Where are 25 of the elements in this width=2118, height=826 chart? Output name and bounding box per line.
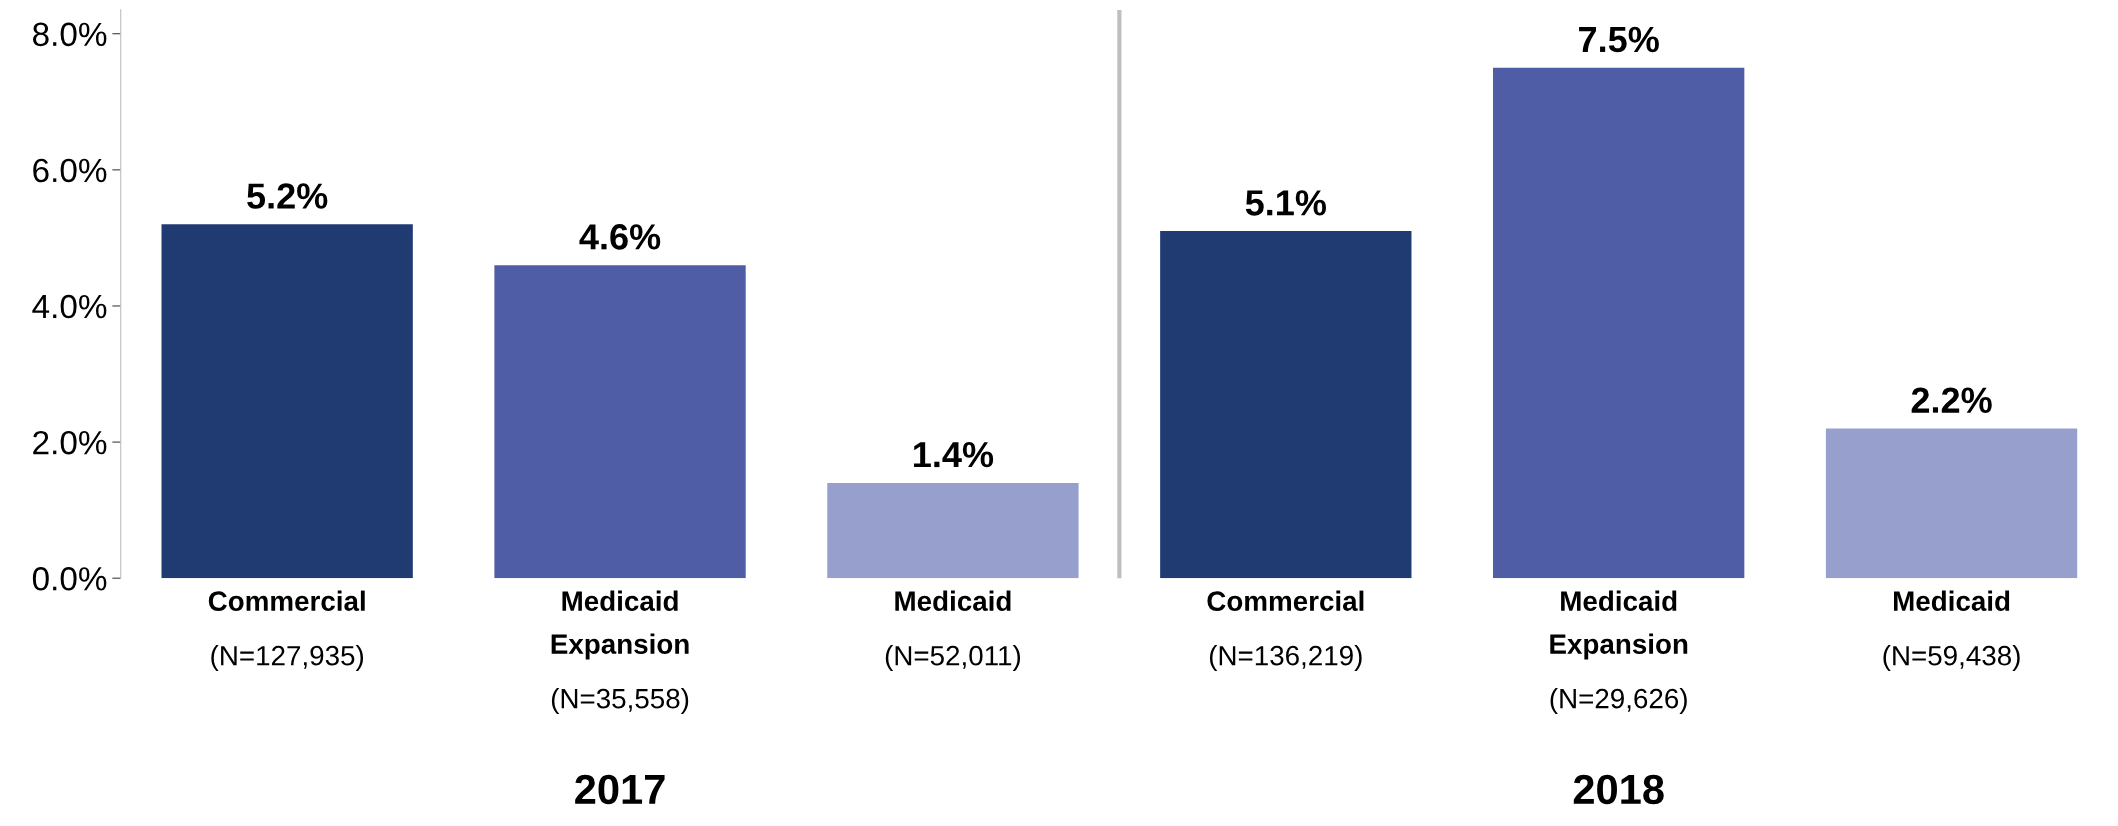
y-tick-label: 0.0%: [32, 567, 107, 591]
bar: [827, 482, 1079, 579]
bar: [494, 265, 746, 579]
category-label: Medicaid (N=52,011): [885, 590, 1021, 671]
data-label: 7.5%: [1579, 26, 1659, 53]
text: 2017: [575, 774, 665, 805]
category-label: Commercial (N=136,219): [1207, 590, 1364, 671]
data-label: 5.2%: [247, 183, 328, 209]
bar: [1160, 231, 1412, 579]
x-tick-label: Medicaid Expansion (N=29,626): [1550, 590, 1688, 714]
bar: [161, 224, 413, 579]
category-label: Commercial (N=127,935): [208, 590, 365, 671]
y-tick-label: 2.0%: [33, 430, 107, 455]
category-label: Medicaid (N=59,438): [1883, 590, 2020, 671]
y-tick-label: 4.0%: [32, 294, 107, 319]
bar: [1493, 67, 1745, 579]
data-label: 1.4%: [914, 441, 994, 468]
y-tick-label: 8.0%: [33, 22, 107, 47]
bar: [1825, 428, 2078, 579]
y-tick-label: 6.0%: [33, 158, 107, 183]
data-label: 4.6%: [579, 224, 661, 250]
data-label: 2.2%: [1911, 387, 1992, 413]
text: 2018: [1573, 774, 1664, 805]
data-label: 5.1%: [1245, 190, 1327, 216]
x-tick-label: Medicaid Expansion (N=35,558): [551, 590, 689, 714]
